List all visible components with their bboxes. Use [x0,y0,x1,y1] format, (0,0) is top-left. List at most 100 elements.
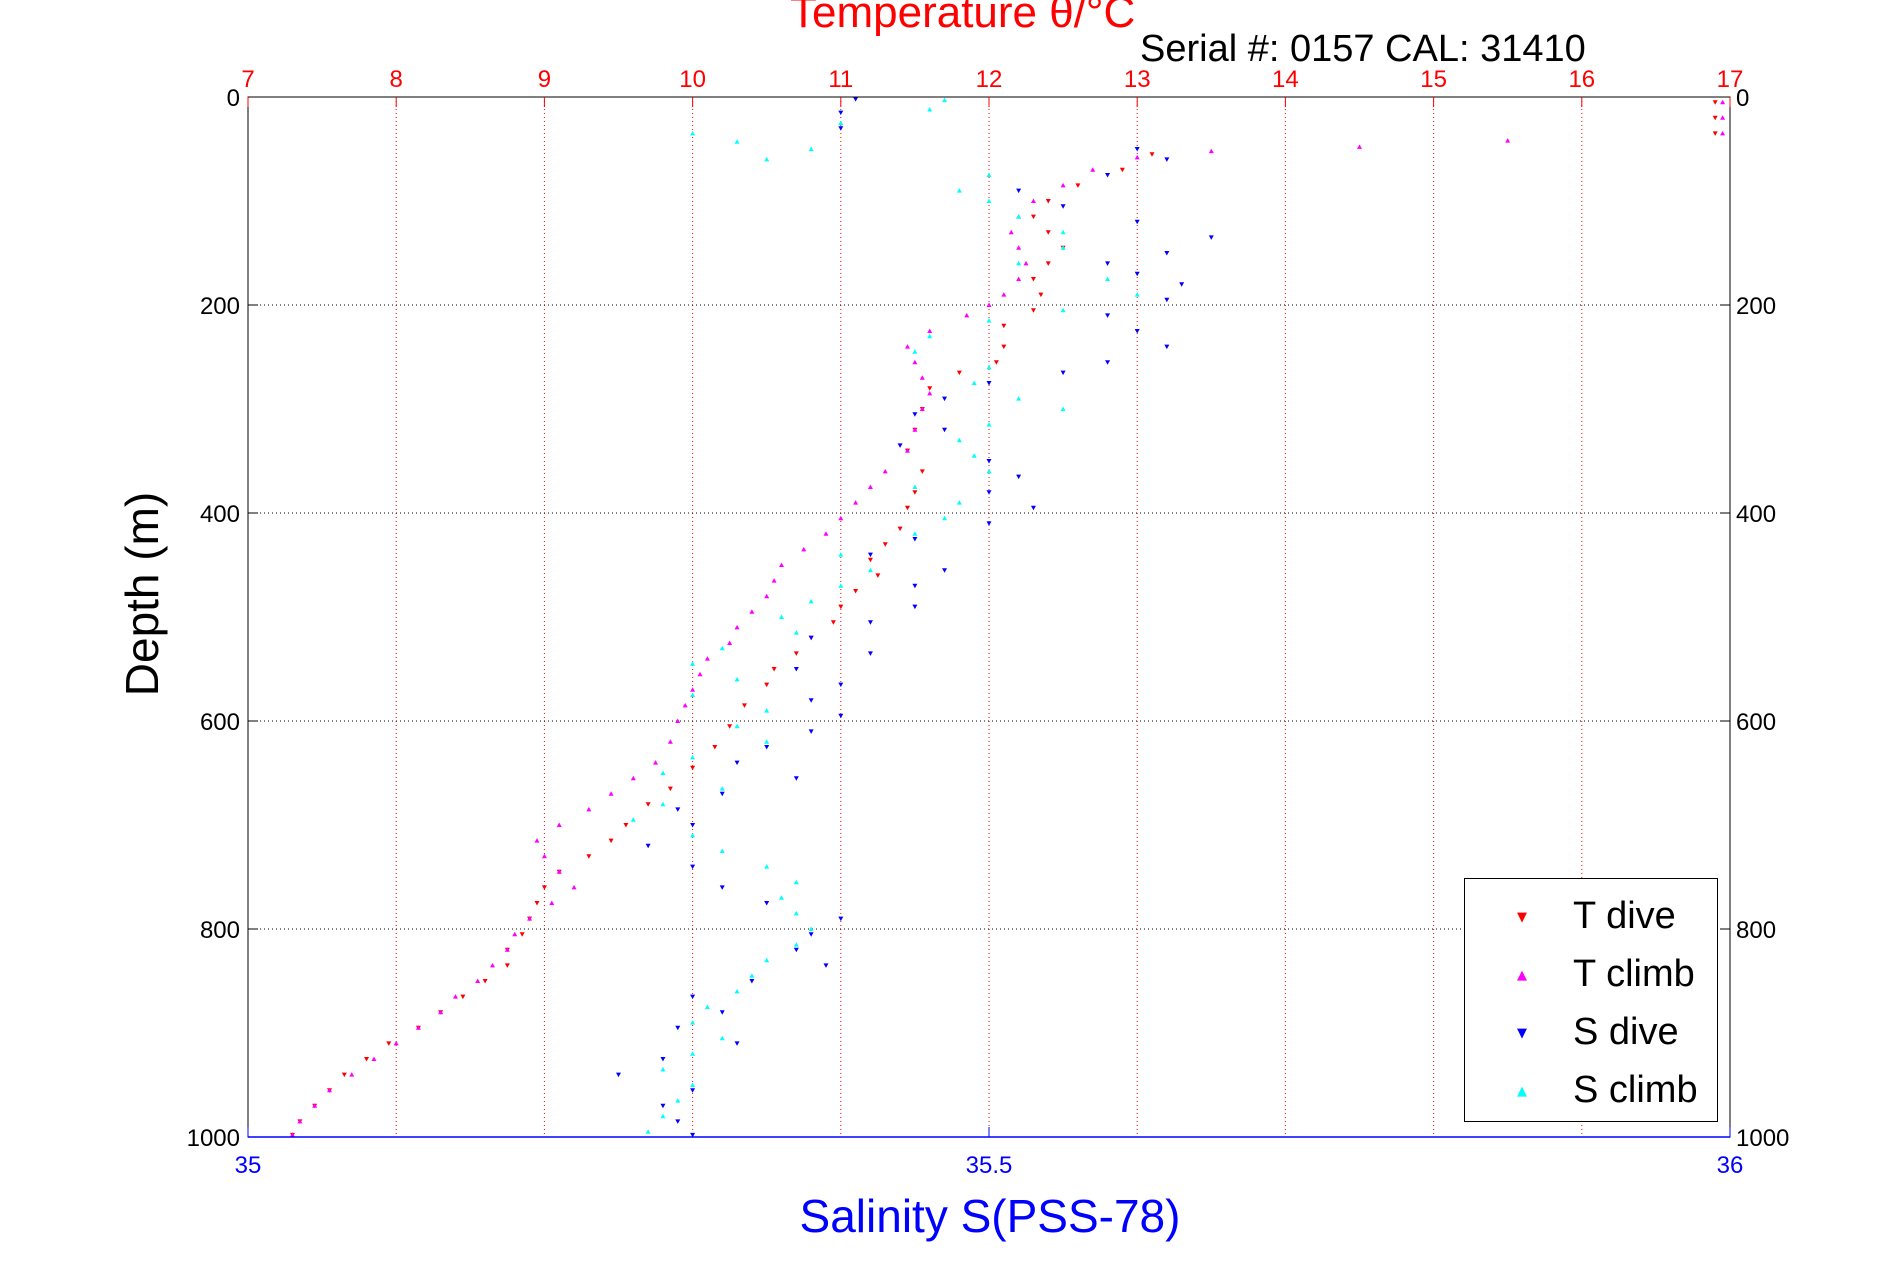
data-point [1105,360,1111,365]
data-point [734,676,740,682]
data-point [986,172,992,177]
data-point [1060,182,1066,188]
data-point [853,500,859,505]
data-point [393,1040,399,1046]
data-point [1060,307,1066,313]
data-point [1030,214,1036,220]
data-point [690,823,696,828]
data-point [1712,100,1718,105]
data-point [623,823,629,828]
data-point [793,879,799,885]
data-point [541,885,547,890]
data-point [927,390,933,396]
top-tick-label: 10 [679,66,706,93]
legend-label: S dive [1573,1011,1679,1053]
data-point [986,468,992,474]
data-point [956,437,962,443]
data-point [764,901,770,906]
data-point [534,838,540,843]
data-point [927,333,933,339]
top-tick-label: 15 [1420,66,1447,93]
data-point [793,630,799,635]
data-point [297,1118,303,1124]
data-point [1164,157,1170,162]
data-point [808,598,814,604]
data-point [608,838,614,844]
data-point [986,198,992,203]
data-point [719,1010,725,1015]
triangle-up-icon: ▲ [1517,968,1527,983]
data-point [919,469,925,474]
data-point [912,349,918,354]
data-point [1357,144,1362,149]
data-point [764,708,770,713]
data-point [690,692,696,697]
data-point [986,364,992,370]
data-point [645,843,651,849]
data-point [719,645,725,651]
data-point [660,1113,666,1119]
data-point [1045,230,1051,235]
data-point [452,994,458,999]
grid-lines [248,97,1730,1137]
data-point [690,754,696,760]
top-tick-label: 17 [1717,66,1744,93]
data-point [289,1132,295,1137]
data-point [327,1087,333,1093]
data-point [1164,251,1170,256]
data-point [764,156,770,162]
data-point [838,682,844,688]
left-tick-label: 600 [200,709,240,736]
data-point [1060,245,1066,250]
data-point [808,146,814,151]
data-point [764,682,770,688]
data-point [675,1119,681,1124]
triangle-up-icon: ▲ [1517,1084,1527,1099]
data-point [1149,152,1155,157]
data-point [1045,261,1051,266]
data-point [986,318,992,323]
axis-labels: Depth (m) Salinity S(PSS-78) [116,492,1180,1242]
triangle-down-icon: ▼ [1517,910,1527,925]
data-point [660,1103,666,1109]
data-point [719,848,725,853]
data-point [793,947,799,953]
top-tick-label: 11 [828,66,853,93]
legend-item-t-climb: ▲ T climb [1465,947,1717,1005]
data-point [897,526,903,532]
data-point [704,656,710,661]
right-tick-label: 200 [1736,293,1776,320]
data-point [630,817,636,822]
data-point [1001,292,1007,297]
top-tick-label: 12 [976,66,1003,93]
data-point [1060,229,1066,235]
data-point [904,448,910,453]
legend-item-t-dive: ▼ T dive [1465,889,1717,947]
data-point [823,531,829,536]
data-point [690,130,696,136]
data-point [1179,282,1185,287]
data-point [793,776,799,781]
data-point [1720,130,1726,136]
data-point [867,567,873,573]
data-point [1016,260,1022,266]
data-point [808,729,814,734]
data-point [808,926,814,931]
legend-label: S climb [1573,1069,1698,1111]
data-point [690,832,696,838]
data-point [697,671,703,677]
data-point [1134,329,1140,334]
data-point [771,667,777,672]
series-t-dive [289,100,1718,1138]
data-point [808,635,814,641]
data-point [927,328,933,333]
series-s-dive [616,97,1214,1138]
data-point [764,745,770,750]
data-point [1712,115,1718,121]
data-point [779,614,785,619]
data-point [690,1088,696,1093]
data-point [956,370,962,376]
data-point [734,139,740,144]
data-point [912,427,918,432]
right-tick-label: 400 [1736,501,1776,528]
